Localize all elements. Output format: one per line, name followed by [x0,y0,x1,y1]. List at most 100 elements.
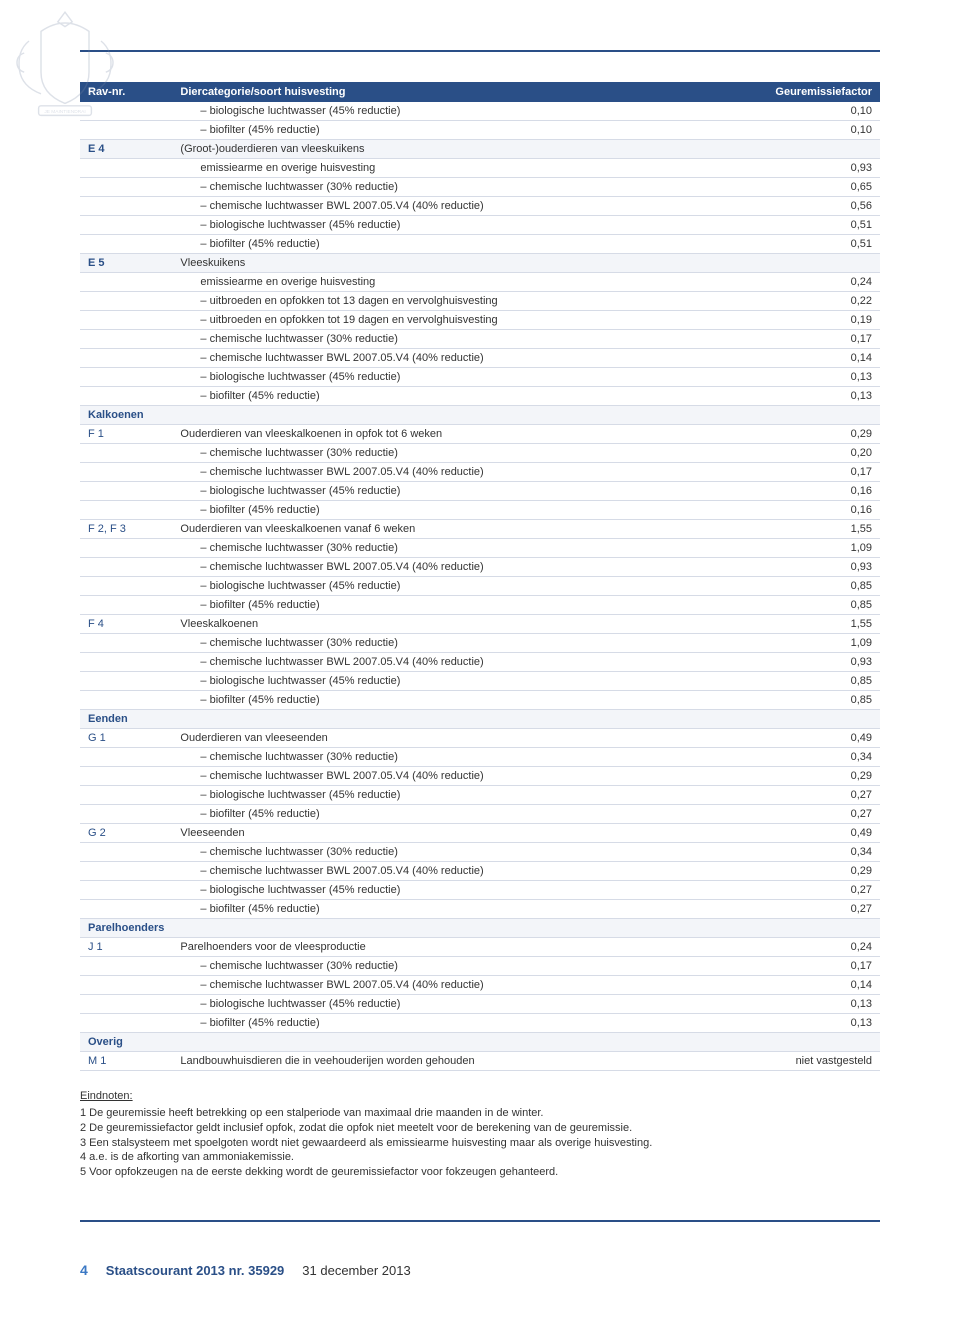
rav-cell [80,881,172,900]
value-cell [767,1033,880,1052]
value-cell: 0,85 [767,577,880,596]
desc-cell: – biofilter (45% reductie) [172,235,767,254]
endnote-line: 1 De geuremissie heeft betrekking op een… [80,1106,880,1121]
value-cell: 0,56 [767,197,880,216]
desc-cell: (Groot-)ouderdieren van vleeskuikens [172,140,767,159]
value-cell: 0,22 [767,292,880,311]
value-cell: 1,09 [767,634,880,653]
value-cell: 0,51 [767,235,880,254]
value-cell [767,919,880,938]
table-row: – biofilter (45% reductie)0,27 [80,900,880,919]
rav-cell [80,634,172,653]
value-cell: 0,65 [767,178,880,197]
value-cell: 0,93 [767,159,880,178]
desc-cell: – chemische luchtwasser BWL 2007.05.V4 (… [172,653,767,672]
rav-cell: M 1 [80,1052,172,1071]
value-cell: 0,93 [767,558,880,577]
desc-cell: – chemische luchtwasser BWL 2007.05.V4 (… [172,558,767,577]
rav-cell [80,767,172,786]
value-cell: 0,17 [767,957,880,976]
table-row: Kalkoenen [80,406,880,425]
desc-cell: – biologische luchtwasser (45% reductie) [172,786,767,805]
desc-cell: – biofilter (45% reductie) [172,596,767,615]
table-row: – chemische luchtwasser BWL 2007.05.V4 (… [80,653,880,672]
table-row: – chemische luchtwasser (30% reductie)0,… [80,444,880,463]
table-row: – biofilter (45% reductie)0,85 [80,596,880,615]
table-row: – chemische luchtwasser BWL 2007.05.V4 (… [80,197,880,216]
desc-cell: – chemische luchtwasser BWL 2007.05.V4 (… [172,767,767,786]
rav-cell [80,178,172,197]
rav-cell [80,976,172,995]
table-row: – biofilter (45% reductie)0,13 [80,1014,880,1033]
table-row: – biologische luchtwasser (45% reductie)… [80,786,880,805]
rav-cell [80,900,172,919]
table-row: – chemische luchtwasser (30% reductie)0,… [80,748,880,767]
table-row: Overig [80,1033,880,1052]
desc-cell: – biologische luchtwasser (45% reductie) [172,881,767,900]
table-row: – biologische luchtwasser (45% reductie)… [80,102,880,121]
desc-cell: Ouderdieren van vleeskalkoenen vanaf 6 w… [172,520,767,539]
rav-cell [80,691,172,710]
desc-cell: – biofilter (45% reductie) [172,1014,767,1033]
page-container: Rav-nr. Diercategorie/soort huisvesting … [0,0,960,1318]
desc-cell: – chemische luchtwasser BWL 2007.05.V4 (… [172,197,767,216]
rav-cell: Kalkoenen [80,406,172,425]
value-cell [767,710,880,729]
rav-cell [80,311,172,330]
desc-cell: – chemische luchtwasser (30% reductie) [172,634,767,653]
table-row: – chemische luchtwasser (30% reductie)0,… [80,330,880,349]
rav-cell [80,482,172,501]
value-cell: 0,34 [767,843,880,862]
table-row: – chemische luchtwasser (30% reductie)1,… [80,539,880,558]
rav-cell [80,330,172,349]
table-row: E 4(Groot-)ouderdieren van vleeskuikens [80,140,880,159]
desc-cell: – biofilter (45% reductie) [172,501,767,520]
publication-name: Staatscourant 2013 nr. 35929 [106,1263,285,1278]
rav-cell [80,501,172,520]
desc-cell: – chemische luchtwasser (30% reductie) [172,330,767,349]
table-row: emissiearme en overige huisvesting0,93 [80,159,880,178]
table-row: – biologische luchtwasser (45% reductie)… [80,482,880,501]
value-cell: 0,14 [767,976,880,995]
rav-cell [80,1014,172,1033]
rav-cell [80,577,172,596]
value-cell: 1,09 [767,539,880,558]
desc-cell [172,406,767,425]
desc-cell: Landbouwhuisdieren die in veehouderijen … [172,1052,767,1071]
table-row: – biofilter (45% reductie)0,85 [80,691,880,710]
value-cell: 1,55 [767,615,880,634]
value-cell [767,140,880,159]
value-cell [767,406,880,425]
table-row: G 2Vleeseenden0,49 [80,824,880,843]
col-header-factor: Geuremissiefactor [767,82,880,102]
desc-cell [172,710,767,729]
value-cell: 0,27 [767,881,880,900]
value-cell: 0,27 [767,900,880,919]
value-cell: 0,20 [767,444,880,463]
value-cell: 0,24 [767,273,880,292]
value-cell: 0,49 [767,824,880,843]
page-number: 4 [80,1262,88,1278]
rav-cell [80,748,172,767]
page-footer: 4 Staatscourant 2013 nr. 35929 31 decemb… [80,1262,880,1278]
desc-cell: – chemische luchtwasser (30% reductie) [172,748,767,767]
value-cell: 0,34 [767,748,880,767]
value-cell: 0,29 [767,767,880,786]
svg-text:JE MAINTIENDRAI: JE MAINTIENDRAI [44,109,85,115]
desc-cell: Ouderdieren van vleeseenden [172,729,767,748]
desc-cell: – chemische luchtwasser BWL 2007.05.V4 (… [172,349,767,368]
rav-cell [80,672,172,691]
table-row: M 1Landbouwhuisdieren die in veehouderij… [80,1052,880,1071]
rav-cell [80,786,172,805]
rav-cell: F 1 [80,425,172,444]
table-row: – biologische luchtwasser (45% reductie)… [80,577,880,596]
publication-date: 31 december 2013 [302,1263,410,1278]
rav-cell: F 4 [80,615,172,634]
value-cell: 0,49 [767,729,880,748]
value-cell [767,254,880,273]
table-row: – chemische luchtwasser BWL 2007.05.V4 (… [80,463,880,482]
value-cell: 0,51 [767,216,880,235]
rav-cell: E 4 [80,140,172,159]
rav-cell: E 5 [80,254,172,273]
desc-cell: Parelhoenders voor de vleesproductie [172,938,767,957]
